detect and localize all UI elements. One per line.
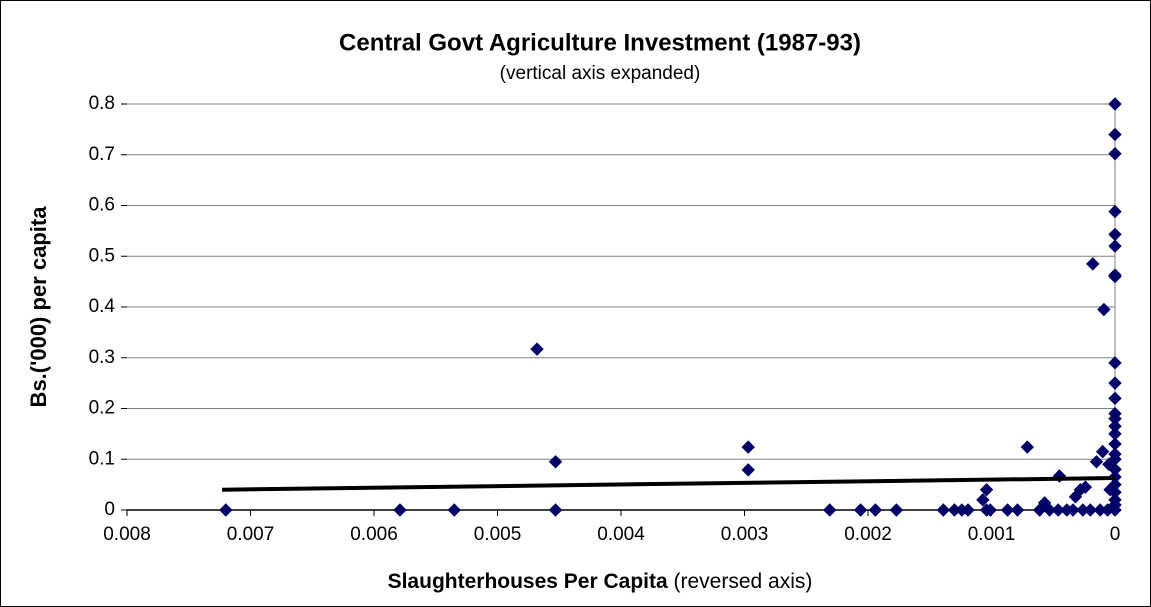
y-tick-label: 0.2 bbox=[89, 398, 115, 419]
point bbox=[961, 503, 975, 517]
y-tick-label: 0.3 bbox=[89, 347, 115, 368]
point bbox=[976, 493, 990, 507]
y-tick-label: 0.4 bbox=[89, 296, 116, 317]
point bbox=[548, 455, 563, 469]
point bbox=[1108, 97, 1122, 111]
x-tick-label: 0.005 bbox=[474, 524, 522, 545]
x-axis-note: (reversed axis) bbox=[674, 570, 813, 593]
point bbox=[1066, 503, 1080, 517]
point bbox=[741, 440, 755, 454]
point bbox=[741, 463, 755, 477]
point bbox=[853, 503, 868, 517]
point bbox=[1095, 444, 1110, 459]
point bbox=[1108, 269, 1122, 284]
point bbox=[219, 503, 233, 517]
point bbox=[1020, 440, 1035, 454]
point bbox=[979, 482, 994, 497]
chart-subtitle: (vertical axis expanded) bbox=[500, 63, 701, 84]
point bbox=[530, 342, 544, 356]
y-tick-label: 0.7 bbox=[89, 144, 115, 165]
point bbox=[823, 503, 837, 517]
x-tick-label: 0.006 bbox=[350, 524, 398, 545]
point bbox=[889, 503, 904, 517]
trendline bbox=[222, 476, 1116, 492]
x-axis-label: Slaughterhouses Per Capita (reversed axi… bbox=[388, 570, 813, 593]
x-tick-label: 0.002 bbox=[844, 524, 892, 545]
point bbox=[393, 503, 407, 517]
x-tick-label: 0.008 bbox=[103, 524, 151, 545]
point bbox=[1108, 127, 1122, 142]
point bbox=[1108, 391, 1122, 406]
point bbox=[1108, 204, 1122, 219]
point bbox=[1108, 503, 1122, 517]
point bbox=[1108, 376, 1122, 390]
point bbox=[1108, 356, 1122, 370]
y-axis-label: Bs.('000) per capita bbox=[26, 206, 51, 408]
y-tick-label: 0.1 bbox=[89, 448, 115, 469]
x-tick-label: 0.003 bbox=[721, 524, 769, 545]
point bbox=[1010, 503, 1025, 517]
point bbox=[1108, 147, 1122, 161]
point bbox=[1097, 302, 1111, 317]
point bbox=[1086, 257, 1100, 271]
x-axis-title: Slaughterhouses Per Capita bbox=[388, 570, 668, 593]
point bbox=[1108, 239, 1122, 253]
point bbox=[548, 503, 563, 517]
x-tick-label: 0.004 bbox=[597, 524, 645, 545]
y-tick-label: 0 bbox=[104, 499, 115, 520]
point bbox=[1089, 455, 1104, 469]
x-tick-label: 0.001 bbox=[968, 524, 1016, 545]
chart-title: Central Govt Agriculture Investment (198… bbox=[339, 29, 861, 56]
point bbox=[447, 503, 461, 517]
point bbox=[983, 503, 997, 517]
x-tick-label: 0 bbox=[1110, 524, 1121, 545]
y-tick-label: 0.8 bbox=[89, 93, 115, 114]
y-tick-label: 0.6 bbox=[89, 195, 115, 216]
y-tick-label: 0.5 bbox=[89, 245, 115, 266]
point bbox=[1083, 503, 1098, 517]
point bbox=[1078, 480, 1093, 494]
point bbox=[1000, 503, 1015, 517]
point bbox=[868, 503, 883, 517]
point bbox=[936, 503, 951, 517]
x-tick-label: 0.007 bbox=[227, 524, 275, 545]
